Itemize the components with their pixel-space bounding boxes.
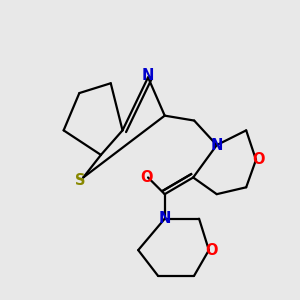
Text: O: O	[253, 152, 265, 167]
Text: O: O	[140, 170, 152, 185]
Text: N: N	[211, 138, 223, 153]
Text: O: O	[206, 243, 218, 258]
Text: N: N	[158, 211, 171, 226]
Text: N: N	[142, 68, 154, 83]
Text: S: S	[75, 173, 86, 188]
